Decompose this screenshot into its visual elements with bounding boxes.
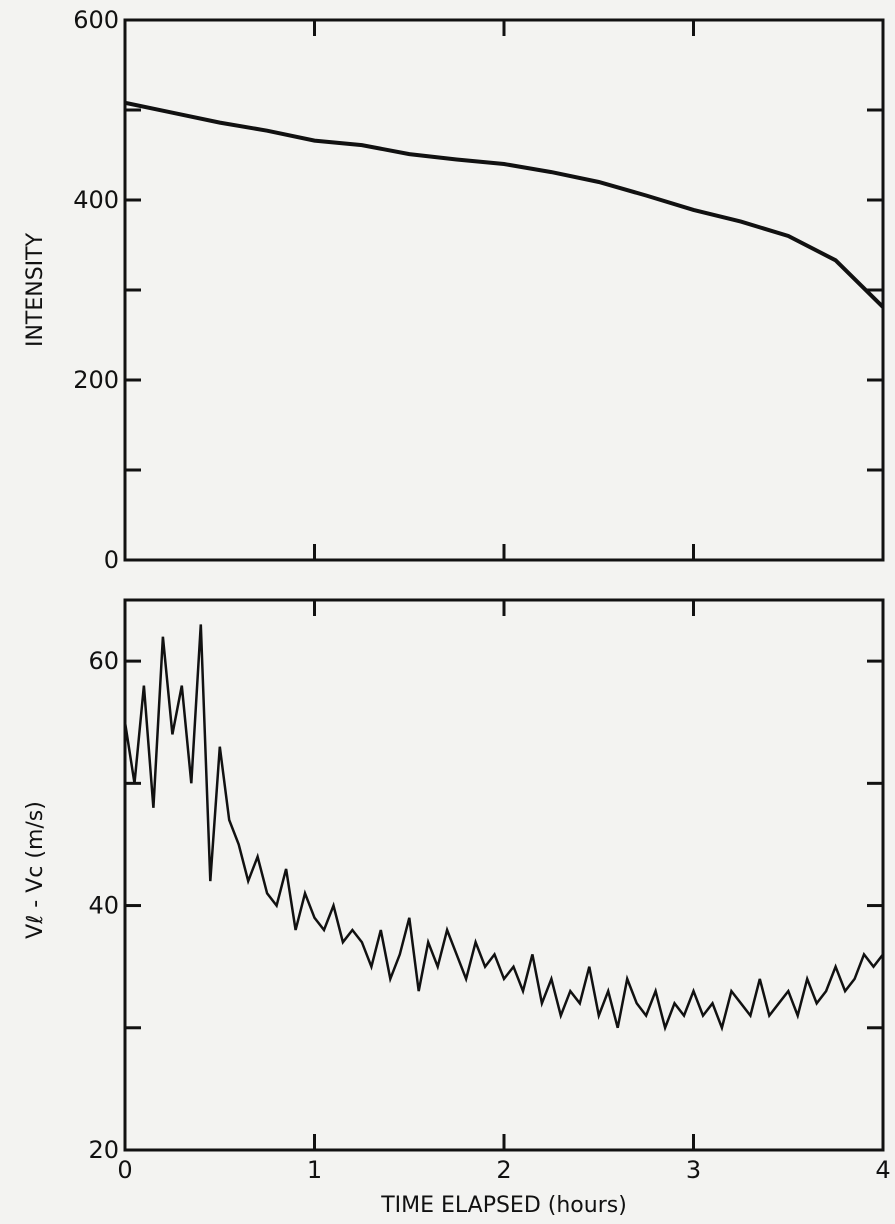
x-tick-label: 2 [496,1156,511,1184]
intensity-chart: 0 200 400 600 INTENSITY [23,6,885,574]
velocity-ytick-label: 60 [88,647,119,675]
x-tick-label: 0 [117,1156,132,1184]
velocity-ytick-label: 20 [88,1136,119,1164]
intensity-ytick-label: 600 [73,6,119,34]
velocity-chart: 20 40 60 0 1 2 3 4 Vℓ - Vc (m/s) TIME ELAPSED … [23,598,891,1218]
x-tick-label: 4 [875,1156,890,1184]
velocity-series-line [123,624,884,1032]
velocity-y-axis-label: Vℓ - Vc (m/s) [23,801,48,939]
intensity-y-axis-label: INTENSITY [23,232,48,347]
velocity-ytick-label: 40 [88,892,119,920]
x-tick-label: 3 [686,1156,701,1184]
velocity-plot-frame [123,598,885,1152]
intensity-series-line [124,100,885,309]
x-axis-label: TIME ELAPSED (hours) [380,1193,627,1218]
intensity-plot-frame [123,18,885,562]
intensity-ytick-label: 400 [73,186,119,214]
x-tick-label: 1 [307,1156,322,1184]
intensity-ytick-label: 0 [104,546,119,574]
intensity-ytick-label: 200 [73,366,119,394]
